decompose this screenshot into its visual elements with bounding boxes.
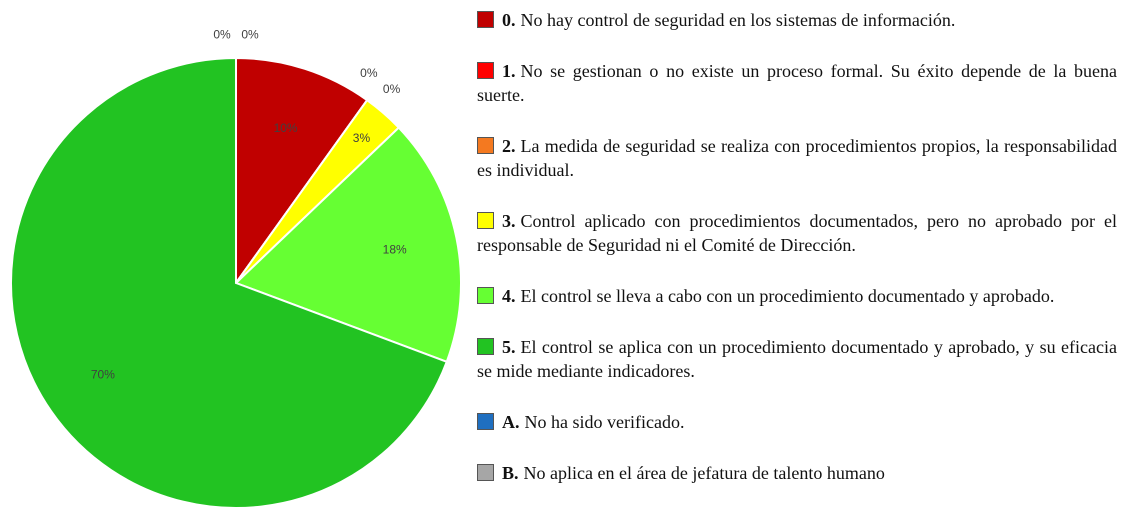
legend-entry: 2. La medida de seguridad se realiza con …: [477, 134, 1117, 182]
slice-label: 0%: [241, 28, 259, 42]
legend-label: El control se aplica con un procedimient…: [477, 337, 1117, 381]
legend-label: Control aplicado con procedimientos docu…: [477, 211, 1117, 255]
legend-label: No se gestionan o no existe un proceso f…: [477, 61, 1117, 105]
legend-swatch: [477, 287, 494, 304]
legend-swatch: [477, 464, 494, 481]
legend-swatch: [477, 413, 494, 430]
legend-swatch: [477, 62, 494, 79]
legend-label: El control se lleva a cabo con un proced…: [520, 286, 1055, 306]
legend-swatch: [477, 11, 494, 28]
legend-entry: 4. El control se lleva a cabo con un proc…: [477, 284, 1117, 308]
legend-entry: 3. Control aplicado con procedimientos do…: [477, 209, 1117, 257]
slice-label: 0%: [213, 28, 231, 42]
pie-slice: [235, 56, 369, 287]
legend-swatch: [477, 137, 494, 154]
legend-code: 1.: [502, 61, 516, 81]
legend-code: A.: [502, 412, 520, 432]
legend-label: La medida de seguridad se realiza con pr…: [477, 136, 1117, 180]
slice-label: 18%: [383, 243, 407, 257]
slice-label: 0%: [383, 82, 401, 96]
legend-code: 0.: [502, 10, 516, 30]
legend-entry: 5. El control se aplica con un procedimie…: [477, 335, 1117, 383]
slice-label: 3%: [353, 131, 371, 145]
legend-entry: 0. No hay control de seguridad en los sis…: [477, 8, 1117, 32]
pie-chart: 10% 3% 18% 70% 0% 0% 0% 0%: [10, 28, 462, 509]
legend-entry: B. No aplica en el área de jefatura de ta…: [477, 461, 1117, 485]
pie-slice: [10, 56, 449, 509]
legend-code: 5.: [502, 337, 516, 357]
legend-code: 4.: [502, 286, 516, 306]
slice-label: 10%: [274, 121, 298, 135]
legend-swatch: [477, 338, 494, 355]
legend-entry: 1. No se gestionan o no existe un proceso…: [477, 59, 1117, 107]
legend-code: 3.: [502, 211, 516, 231]
legend-code: B.: [502, 463, 519, 483]
legend: 0. No hay control de seguridad en los sis…: [477, 8, 1117, 512]
slice-label: 0%: [360, 66, 378, 80]
legend-swatch: [477, 212, 494, 229]
legend-code: 2.: [502, 136, 516, 156]
legend-label: No aplica en el área de jefatura de tale…: [523, 463, 885, 483]
legend-entry: A. No ha sido verificado.: [477, 410, 1117, 434]
legend-label: No hay control de seguridad en los siste…: [520, 10, 956, 30]
legend-label: No ha sido verificado.: [524, 412, 685, 432]
slice-label: 70%: [91, 368, 115, 382]
